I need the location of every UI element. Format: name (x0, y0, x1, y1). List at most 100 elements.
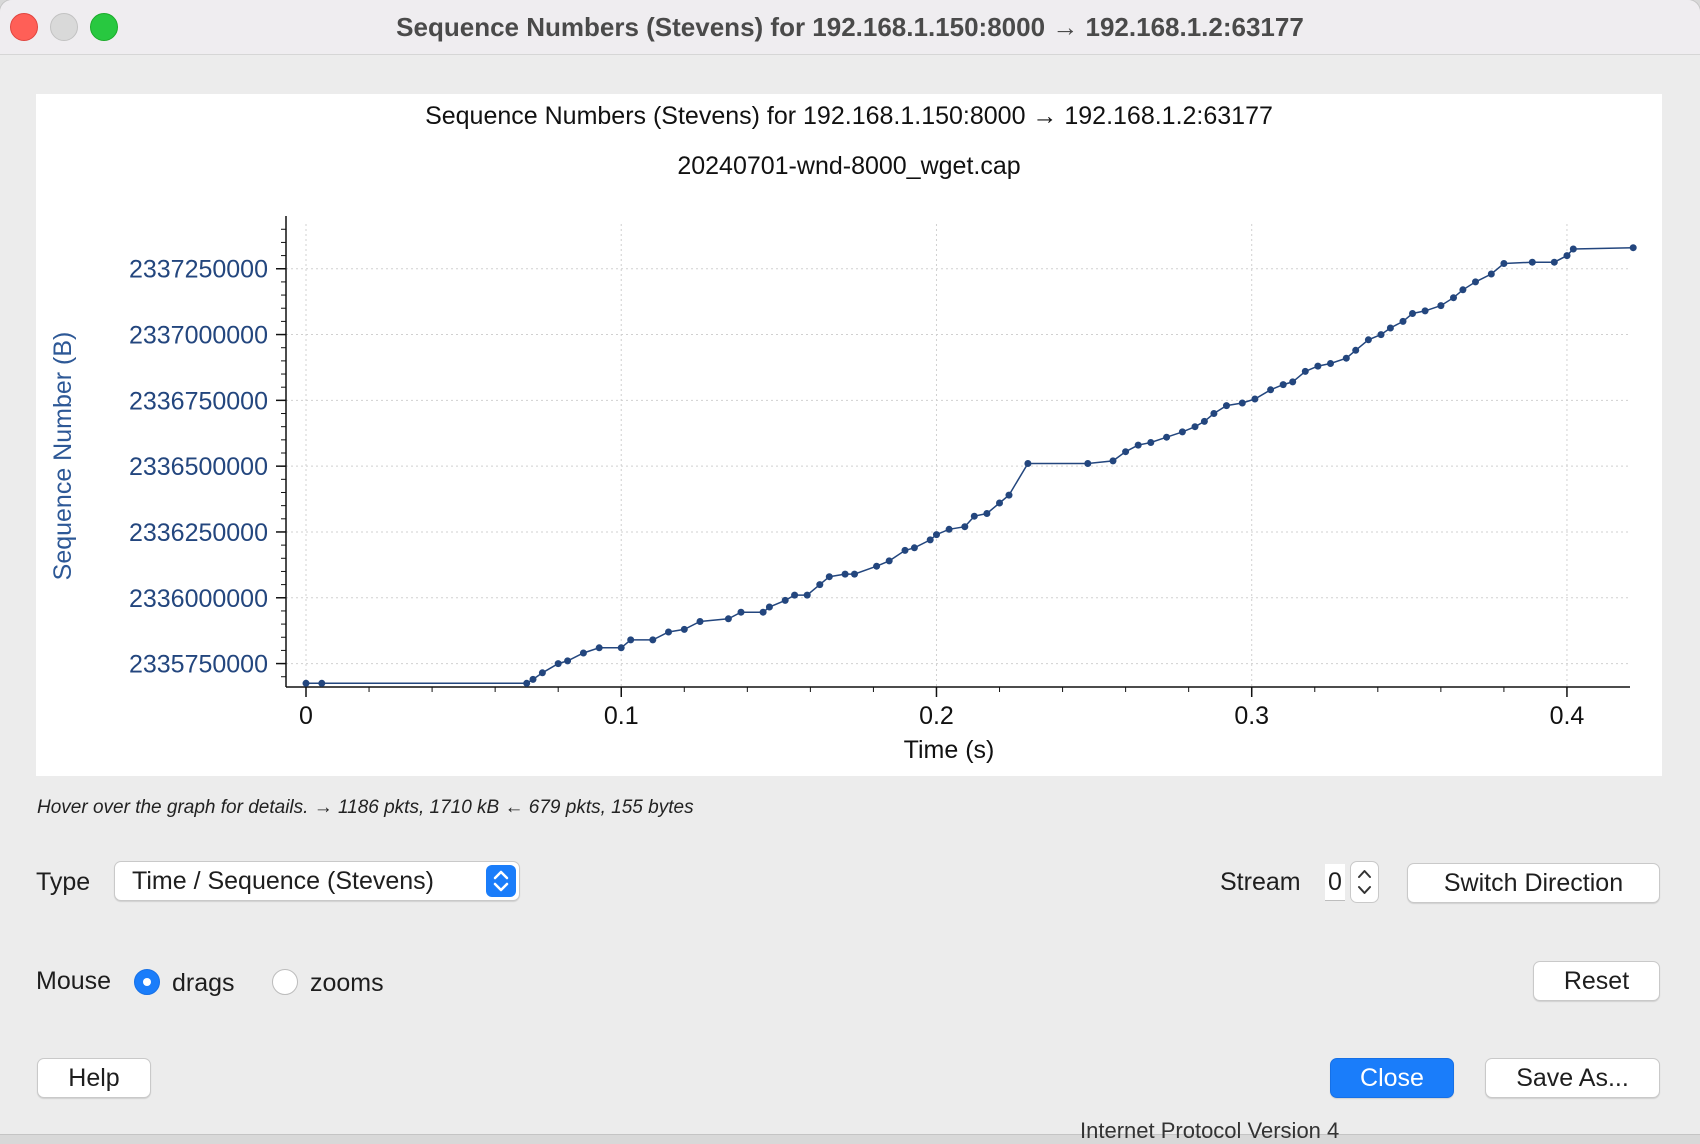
y-tick-label: 2336000000 (129, 585, 268, 613)
data-point (1342, 354, 1350, 362)
data-point (791, 591, 799, 599)
data-point (1472, 278, 1479, 286)
data-point (1122, 448, 1130, 456)
select-arrows-icon (486, 865, 516, 897)
type-select[interactable]: Time / Sequence (Stevens) (114, 861, 520, 901)
x-tick-label: 0.4 (1550, 702, 1585, 730)
chart-title: Sequence Numbers (Stevens) for 192.168.1… (425, 102, 1273, 130)
data-point (910, 544, 918, 552)
x-tick-label: 0 (299, 702, 313, 730)
data-point (523, 679, 531, 687)
data-point (595, 644, 603, 652)
data-point (696, 618, 704, 625)
zooms-radio[interactable] (272, 969, 298, 995)
data-point (1487, 270, 1495, 278)
data-point (1450, 294, 1457, 302)
data-point (970, 512, 978, 520)
y-tick-label: 2336250000 (129, 519, 268, 547)
data-point (302, 679, 310, 687)
data-point (579, 649, 587, 657)
data-point (933, 531, 940, 539)
switch-direction-button[interactable]: Switch Direction (1407, 863, 1660, 903)
mouse-label: Mouse (36, 967, 112, 995)
data-point (554, 660, 562, 668)
data-point (1134, 441, 1142, 449)
data-point (1279, 381, 1287, 389)
data-point (1500, 260, 1508, 267)
series-line (306, 246, 1634, 685)
data-point (1550, 258, 1558, 266)
x-tick-label: 0.2 (919, 702, 954, 730)
stream-label: Stream (1220, 868, 1301, 896)
data-point (1409, 310, 1416, 317)
x-tick-label: 0.3 (1234, 702, 1269, 730)
data-point (841, 570, 849, 578)
data-point (1629, 244, 1637, 252)
title-bar[interactable]: Sequence Numbers (Stevens) for 192.168.1… (0, 0, 1700, 55)
zooms-radio-label[interactable]: zooms (310, 969, 384, 997)
data-point (759, 608, 767, 616)
x-axis-label: Time (s) (904, 736, 995, 764)
minimize-window-button[interactable] (50, 13, 78, 41)
data-point (781, 596, 789, 604)
data-point (529, 675, 537, 683)
data-point (1377, 331, 1385, 339)
data-point (1569, 245, 1577, 253)
data-point (1223, 402, 1230, 410)
grid (286, 224, 1630, 687)
y-tick-label: 2336500000 (129, 453, 268, 481)
data-point (1386, 324, 1394, 332)
chart-subtitle: 20240701-wnd-8000_wget.cap (677, 152, 1020, 180)
drags-radio-label[interactable]: drags (172, 969, 235, 997)
data-point (1178, 428, 1186, 436)
stream-input[interactable]: 0 (1325, 864, 1345, 901)
data-point (1024, 460, 1032, 467)
y-tick-label: 2337000000 (129, 322, 268, 350)
data-point (1163, 433, 1171, 441)
close-button[interactable]: Close (1330, 1058, 1454, 1098)
stepper-up-icon (1358, 870, 1371, 878)
x-tick-label: 0.1 (604, 702, 639, 730)
data-point (945, 525, 953, 533)
data-point (996, 499, 1003, 507)
data-point (1191, 423, 1199, 431)
data-point (680, 625, 688, 633)
close-window-button[interactable] (10, 13, 38, 41)
data-point (926, 536, 934, 544)
data-point (1251, 395, 1259, 403)
drags-radio[interactable] (134, 969, 160, 995)
data-point (538, 669, 546, 677)
data-point (1399, 317, 1407, 325)
data-point (1084, 460, 1092, 467)
zoom-window-button[interactable] (90, 13, 118, 41)
data-point (1327, 360, 1334, 367)
help-button[interactable]: Help (37, 1058, 151, 1098)
data-point (1267, 386, 1275, 394)
type-select-value: Time / Sequence (Stevens) (132, 867, 434, 895)
data-point (983, 510, 991, 517)
data-point (816, 581, 824, 589)
background-window-text: Internet Protocol Version 4 (1080, 1118, 1340, 1143)
data-point (803, 591, 811, 599)
data-point (1563, 252, 1571, 260)
sequence-chart[interactable]: Sequence Numbers (Stevens) for 192.168.1… (36, 94, 1662, 776)
data-point (1352, 346, 1360, 354)
reset-button[interactable]: Reset (1533, 961, 1660, 1001)
data-point (665, 628, 672, 636)
plot-area[interactable]: Sequence Numbers (Stevens) for 192.168.1… (36, 94, 1662, 776)
data-series (302, 244, 1637, 687)
data-point (1109, 457, 1117, 465)
window-title: Sequence Numbers (Stevens) for 192.168.1… (396, 12, 1304, 42)
data-point (1005, 491, 1013, 499)
save-as-button[interactable]: Save As... (1485, 1058, 1660, 1098)
data-point (1210, 410, 1218, 417)
data-point (1459, 286, 1467, 294)
data-point (1238, 399, 1246, 407)
data-point (1528, 258, 1536, 266)
data-point (1437, 302, 1445, 310)
y-tick-label: 2335750000 (129, 651, 268, 679)
stream-stepper[interactable] (1350, 861, 1379, 903)
data-point (1147, 439, 1155, 446)
axes: 0 0.1 0.2 0.3 0.4 2335750000 2336000000 2336250… (129, 216, 1630, 730)
